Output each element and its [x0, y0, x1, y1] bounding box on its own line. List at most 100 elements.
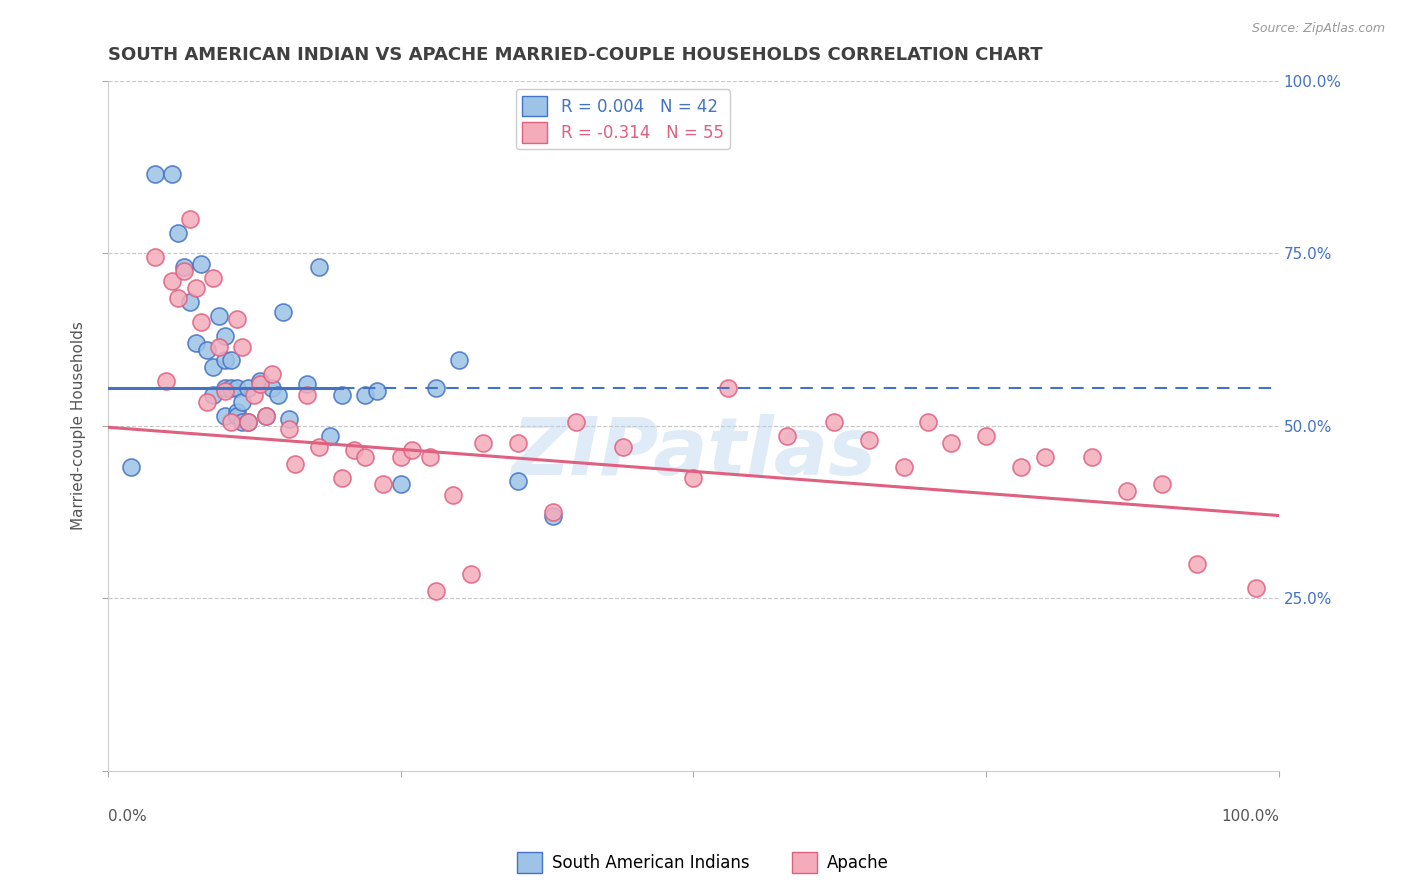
Legend: South American Indians, Apache: South American Indians, Apache — [510, 846, 896, 880]
Point — [1244, 581, 1267, 595]
Text: ZIPatlas: ZIPatlas — [510, 415, 876, 492]
Point — [231, 340, 253, 354]
Point — [214, 384, 236, 399]
Point — [425, 584, 447, 599]
Point — [371, 477, 394, 491]
Point — [155, 374, 177, 388]
Point — [202, 388, 225, 402]
Point — [308, 440, 330, 454]
Point — [541, 505, 564, 519]
Point — [214, 381, 236, 395]
Point — [225, 312, 247, 326]
Point — [565, 416, 588, 430]
Point — [893, 460, 915, 475]
Point — [1080, 450, 1102, 464]
Point — [419, 450, 441, 464]
Point — [190, 315, 212, 329]
Point — [231, 416, 253, 430]
Point — [401, 443, 423, 458]
Point — [776, 429, 799, 443]
Point — [225, 409, 247, 423]
Point — [717, 381, 740, 395]
Point — [319, 429, 342, 443]
Point — [506, 436, 529, 450]
Point — [179, 294, 201, 309]
Point — [260, 367, 283, 381]
Point — [295, 377, 318, 392]
Point — [1185, 557, 1208, 571]
Point — [354, 388, 377, 402]
Point — [160, 274, 183, 288]
Point — [441, 488, 464, 502]
Point — [243, 388, 266, 402]
Point — [389, 477, 412, 491]
Point — [219, 381, 242, 395]
Text: 0.0%: 0.0% — [108, 809, 146, 823]
Point — [1150, 477, 1173, 491]
Point — [167, 291, 190, 305]
Point — [254, 409, 277, 423]
Point — [858, 433, 880, 447]
Point — [278, 422, 301, 436]
Point — [238, 416, 260, 430]
Text: 100.0%: 100.0% — [1220, 809, 1279, 823]
Point — [120, 460, 142, 475]
Point — [343, 443, 366, 458]
Point — [278, 412, 301, 426]
Point — [238, 416, 260, 430]
Point — [225, 381, 247, 395]
Point — [823, 416, 845, 430]
Point — [330, 470, 353, 484]
Point — [266, 388, 288, 402]
Point — [682, 470, 704, 484]
Point — [214, 409, 236, 423]
Point — [214, 329, 236, 343]
Point — [389, 450, 412, 464]
Point — [917, 416, 939, 430]
Point — [214, 353, 236, 368]
Point — [974, 429, 997, 443]
Point — [425, 381, 447, 395]
Point — [254, 409, 277, 423]
Point — [179, 211, 201, 226]
Point — [460, 567, 482, 582]
Point — [249, 377, 271, 392]
Point — [195, 394, 218, 409]
Point — [195, 343, 218, 357]
Text: SOUTH AMERICAN INDIAN VS APACHE MARRIED-COUPLE HOUSEHOLDS CORRELATION CHART: SOUTH AMERICAN INDIAN VS APACHE MARRIED-… — [108, 46, 1042, 64]
Point — [238, 381, 260, 395]
Point — [506, 474, 529, 488]
Point — [225, 405, 247, 419]
Point — [354, 450, 377, 464]
Point — [184, 281, 207, 295]
Point — [219, 353, 242, 368]
Point — [1115, 484, 1137, 499]
Point — [143, 167, 166, 181]
Legend: R = 0.004   N = 42, R = -0.314   N = 55: R = 0.004 N = 42, R = -0.314 N = 55 — [516, 89, 730, 149]
Point — [449, 353, 471, 368]
Point — [273, 305, 295, 319]
Point — [249, 374, 271, 388]
Point — [471, 436, 494, 450]
Point — [202, 360, 225, 375]
Text: Source: ZipAtlas.com: Source: ZipAtlas.com — [1251, 22, 1385, 36]
Y-axis label: Married-couple Households: Married-couple Households — [72, 321, 86, 531]
Point — [167, 226, 190, 240]
Point — [308, 260, 330, 275]
Point — [330, 388, 353, 402]
Point — [939, 436, 962, 450]
Point — [284, 457, 307, 471]
Point — [541, 508, 564, 523]
Point — [190, 257, 212, 271]
Point — [202, 270, 225, 285]
Point — [219, 416, 242, 430]
Point — [1033, 450, 1056, 464]
Point — [208, 309, 231, 323]
Point — [173, 263, 195, 277]
Point — [208, 340, 231, 354]
Point — [173, 260, 195, 275]
Point — [612, 440, 634, 454]
Point — [143, 250, 166, 264]
Point — [366, 384, 388, 399]
Point — [295, 388, 318, 402]
